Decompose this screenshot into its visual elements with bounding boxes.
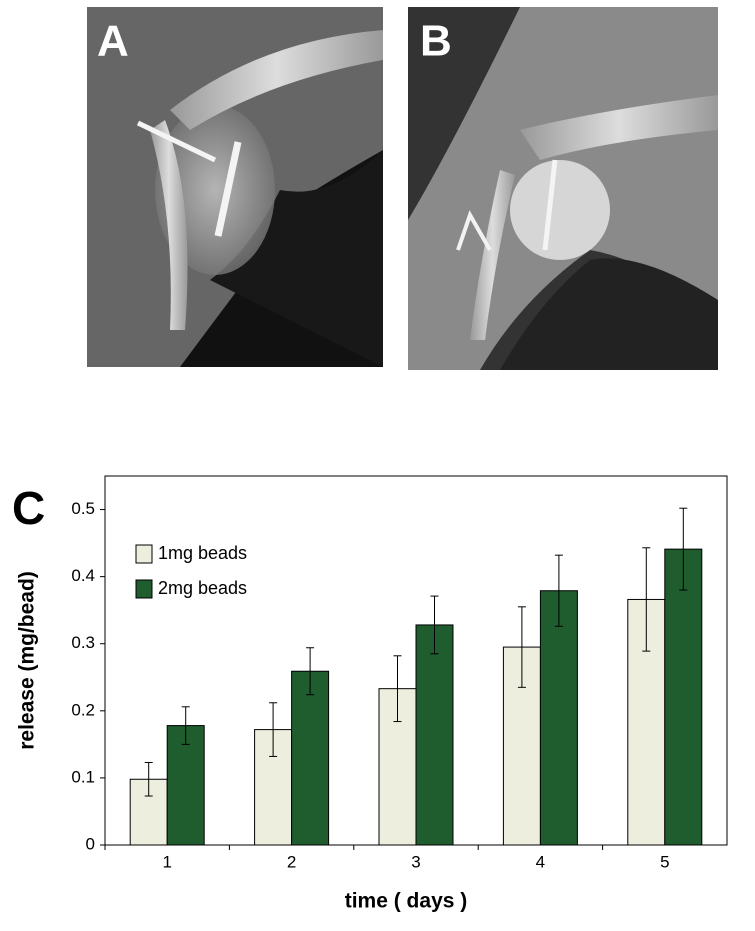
x-axis-label: time ( days ) xyxy=(345,890,468,913)
legend-label: 1mg beads xyxy=(158,543,247,563)
y-tick-label: 0.5 xyxy=(71,499,95,518)
panel-label: C xyxy=(12,482,45,534)
y-tick-label: 0.1 xyxy=(71,767,95,786)
x-tick-label: 1 xyxy=(162,852,171,871)
x-tick-label: 4 xyxy=(536,852,545,871)
bar xyxy=(664,548,703,846)
bar xyxy=(291,670,330,846)
bar xyxy=(254,729,293,846)
y-tick-label: 0.2 xyxy=(71,700,95,719)
chart: 0 0.1 0.2 0.3 0.4 0.5 1 2 3 4 5 1mg beads 2mg beads t… xyxy=(16,475,728,913)
y-tick-label: 0.3 xyxy=(71,633,95,652)
x-tick-label: 3 xyxy=(411,852,420,871)
x-tick-label: 2 xyxy=(287,852,296,871)
x-tick-label: 5 xyxy=(660,852,669,871)
bar xyxy=(539,590,578,846)
legend-swatch xyxy=(135,544,153,564)
panel-label: A xyxy=(97,17,129,66)
bar xyxy=(166,725,205,846)
legend-swatch xyxy=(135,579,153,599)
y-tick-label: 0.4 xyxy=(71,566,95,585)
xray-b: B xyxy=(408,7,718,370)
y-axis-label: release (mg/bead) xyxy=(16,571,39,750)
xray-a: A xyxy=(87,7,383,367)
bar xyxy=(415,624,454,846)
y-tick-label: 0 xyxy=(86,834,95,853)
panel-label: B xyxy=(420,17,452,66)
legend-label: 2mg beads xyxy=(158,578,247,598)
